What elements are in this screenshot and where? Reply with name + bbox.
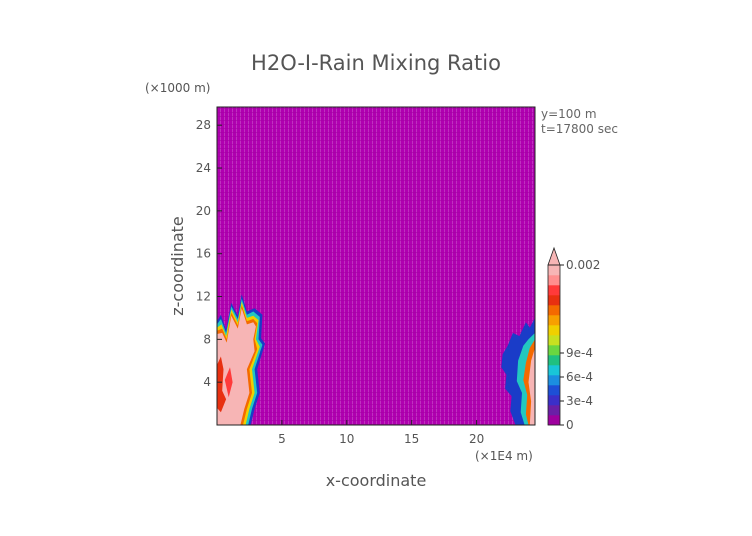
right-cell-core — [528, 347, 535, 425]
x-unit-label: (×1E4 m) — [475, 449, 533, 463]
colorbar-swatch-2 — [548, 395, 560, 406]
colorbar-label-0: 0.002 — [566, 258, 600, 272]
plot-background — [217, 107, 535, 425]
colorbar-swatch-1 — [548, 405, 560, 416]
left-cell-red-streak-2 — [224, 367, 233, 398]
x-axis-label: x-coordinate — [326, 471, 427, 490]
colorbar-swatch-13 — [548, 285, 560, 296]
annotation-t: t=17800 sec — [541, 122, 618, 136]
colorbar-frame — [547, 264, 561, 426]
x-tick-label-0: 5 — [278, 432, 286, 446]
colorbar-swatch-10 — [548, 315, 560, 326]
colorbar-swatch-12 — [548, 295, 560, 306]
colorbar-swatch-14 — [548, 275, 560, 286]
colorbar-label-1: 9e-4 — [566, 346, 593, 360]
y-tick-label-6: 28 — [196, 118, 211, 132]
chart-title: H2O-I-Rain Mixing Ratio — [251, 51, 501, 75]
colorbar-swatch-6 — [548, 355, 560, 366]
colorbar-swatch-9 — [548, 325, 560, 336]
y-unit-label: (×1000 m) — [145, 81, 210, 95]
colorbar-swatch-11 — [548, 305, 560, 316]
colorbar-label-3: 3e-4 — [566, 394, 593, 408]
colorbar-swatch-15 — [548, 265, 560, 276]
left-cell-red-streak — [217, 356, 227, 413]
plot-area — [216, 106, 536, 426]
y-tick-label-3: 16 — [196, 247, 211, 261]
colorbar-swatch-4 — [548, 375, 560, 386]
x-axis: 5 10 15 20 — [278, 420, 484, 446]
y-tick-label-4: 20 — [196, 204, 211, 218]
annotation-y: y=100 m — [541, 107, 597, 121]
x-tick-label-2: 15 — [404, 432, 419, 446]
colorbar-swatch-5 — [548, 365, 560, 376]
x-tick-label-3: 20 — [469, 432, 484, 446]
y-tick-label-0: 4 — [203, 375, 211, 389]
colorbar-swatch-3 — [548, 385, 560, 396]
y-tick-label-2: 12 — [196, 290, 211, 304]
colorbar-swatch-0 — [548, 415, 560, 426]
y-tick-label-1: 8 — [203, 332, 211, 346]
y-axis: 4 8 12 16 20 24 28 — [196, 118, 222, 389]
colorbar-swatch-7 — [548, 345, 560, 356]
x-tick-label-1: 10 — [339, 432, 354, 446]
colorbar-swatch-8 — [548, 335, 560, 346]
colorbar-label-2: 6e-4 — [566, 370, 593, 384]
plot-frame — [216, 106, 536, 426]
y-axis-label: z-coordinate — [168, 216, 187, 316]
colorbar-label-4: 0 — [566, 418, 574, 432]
y-tick-label-5: 24 — [196, 161, 211, 175]
colorbar-extend-arrow — [547, 246, 561, 266]
left-cell-core — [217, 308, 256, 425]
rain-layer — [217, 294, 535, 425]
colorbar: 0.002 9e-4 6e-4 3e-4 0 — [547, 246, 600, 432]
